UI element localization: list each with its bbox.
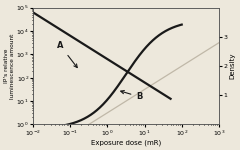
Y-axis label: Density: Density [230,53,236,79]
X-axis label: Exposure dose (mR): Exposure dose (mR) [91,139,161,146]
Text: A: A [57,41,77,68]
Text: B: B [121,90,143,101]
Y-axis label: IP's relative
luminescence amount: IP's relative luminescence amount [4,33,15,99]
